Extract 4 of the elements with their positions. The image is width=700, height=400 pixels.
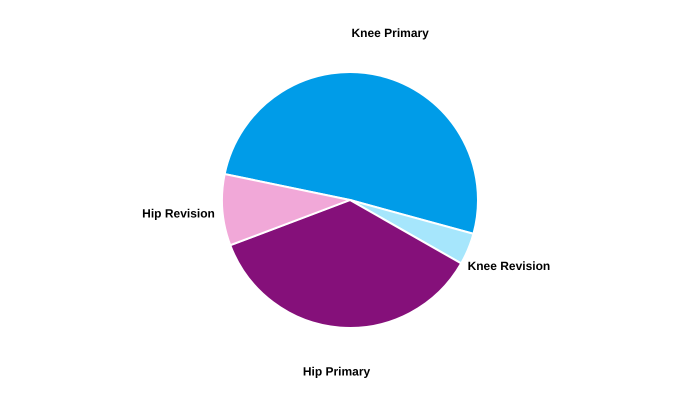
slice-label: Hip Revision (142, 206, 215, 220)
slice-label: Knee Primary (351, 26, 430, 40)
slice-label: Knee Revision (468, 258, 550, 273)
slice-label: Hip Primary (302, 364, 371, 378)
